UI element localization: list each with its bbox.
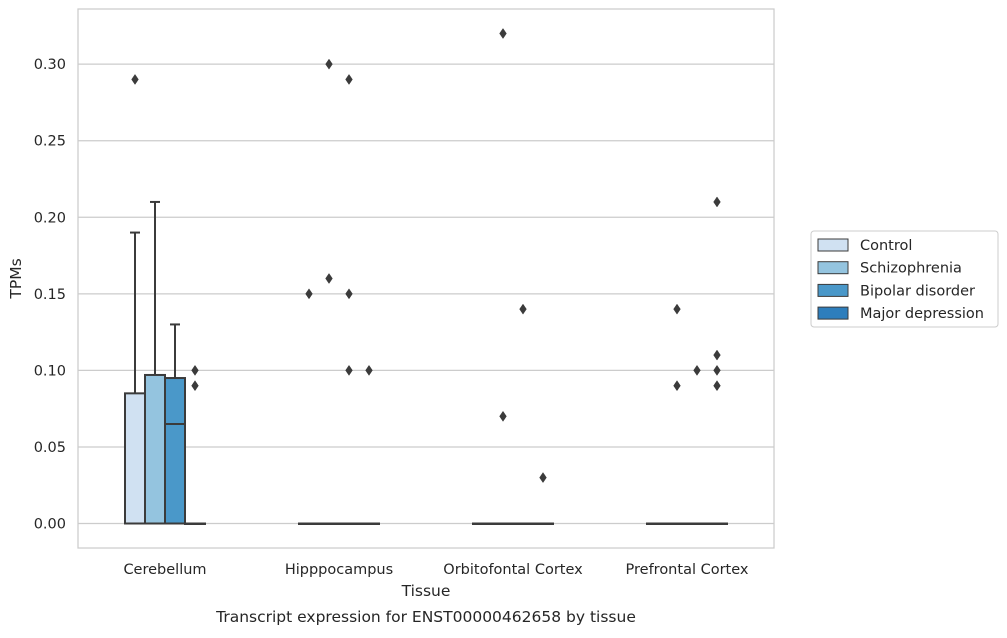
box-bipolar-disorder [512,522,534,525]
legend-label: Major depression [860,306,984,322]
box-rect [144,373,166,525]
outlier-point [499,28,507,39]
outlier-point [673,303,681,315]
box-rect [164,377,186,525]
outlier-point [345,73,353,85]
outlier-point [713,380,721,392]
y-tick-labels: 0.00 0.05 0.10 0.15 0.20 0.25 0.30 [34,57,66,532]
outlier-point [713,196,721,208]
box-major-depression [358,522,380,525]
outlier-point [191,364,199,376]
y-tick-label: 0.20 [34,210,66,226]
box-major-depression [184,522,206,525]
outlier-point [325,58,333,70]
box-control [472,522,494,525]
plot-area [77,8,775,549]
box-major-depression [532,522,554,525]
outlier-point [539,472,547,484]
legend-frame [810,230,999,328]
y-tick-label: 0.25 [34,134,66,150]
box-schizophrenia [492,522,514,525]
legend-label: Schizophrenia [860,261,962,277]
legend-items: Control Schizophrenia Bipolar disorder Majo… [817,238,984,322]
x-tick-labels: Cerebellum Hipppocampus Orbitofontal Corte… [123,562,748,578]
y-tick-label: 0.00 [34,517,66,533]
legend: Control Schizophrenia Bipolar disorder Majo… [810,230,999,328]
box-bipolar-disorder [164,323,186,525]
legend-label: Control [860,238,912,254]
x-tick-label: Cerebellum [123,562,206,578]
y-tick-label: 0.05 [34,440,66,456]
outlier-point [713,349,721,361]
box-bipolar-disorder [686,522,708,525]
box-schizophrenia [318,522,340,525]
outlier-point [345,288,353,300]
box-major-depression [706,522,728,525]
box-control [124,231,146,525]
y-tick-label: 0.10 [34,363,66,379]
x-axis-title: Tissue [401,582,451,600]
outlier-point [673,380,681,392]
boxes [124,200,728,525]
outlier-point [191,380,199,392]
outlier-point [693,364,701,376]
y-axis-title: TPMs [7,258,25,299]
legend-swatch [817,306,849,320]
outlier-point [365,364,373,376]
box-bipolar-disorder [338,522,360,525]
outliers [131,28,721,484]
outlier-point [713,364,721,376]
box-control [298,522,320,525]
box-schizophrenia [666,522,688,525]
legend-label: Bipolar disorder [860,283,975,299]
outlier-point [519,303,527,315]
outlier-point [499,410,507,422]
chart-caption: Transcript expression for ENST0000046265… [215,608,636,626]
y-tick-label: 0.15 [34,287,66,303]
legend-swatch [817,261,849,275]
box-control [646,522,668,525]
box-rect [124,392,146,525]
y-tick-label: 0.30 [34,57,66,73]
legend-swatch [817,283,849,297]
outlier-point [345,364,353,376]
outlier-point [131,73,139,85]
x-tick-label: Orbitofontal Cortex [443,562,583,578]
legend-swatch [817,238,849,252]
x-tick-label: Hipppocampus [285,562,393,578]
outlier-point [325,273,333,284]
outlier-point [305,288,313,300]
x-tick-label: Prefrontal Cortex [626,562,749,578]
